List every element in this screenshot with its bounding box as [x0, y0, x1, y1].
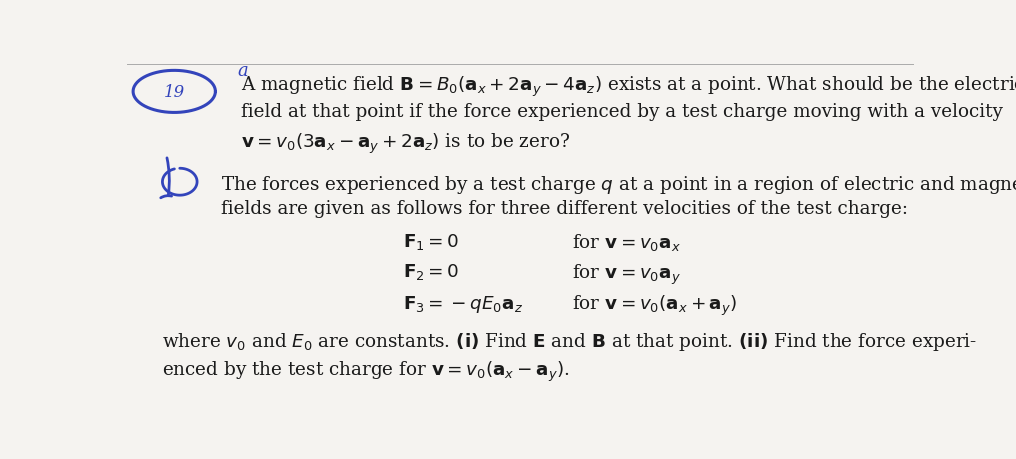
- Text: where $v_0$ and $E_0$ are constants. $\mathbf{(i)}$ Find $\mathbf{E}$ and $\math: where $v_0$ and $E_0$ are constants. $\m…: [163, 331, 977, 353]
- Text: $\mathbf{F}_2 = 0$: $\mathbf{F}_2 = 0$: [402, 262, 459, 282]
- Text: for $\mathbf{v} = v_0(\mathbf{a}_x + \mathbf{a}_y)$: for $\mathbf{v} = v_0(\mathbf{a}_x + \ma…: [572, 294, 738, 318]
- Text: fields are given as follows for three different velocities of the test charge:: fields are given as follows for three di…: [221, 200, 908, 218]
- Text: A magnetic field $\mathbf{B} = B_0(\mathbf{a}_x + 2\mathbf{a}_y - 4\mathbf{a}_z): A magnetic field $\mathbf{B} = B_0(\math…: [241, 74, 1016, 99]
- Text: for $\mathbf{v} = v_0\mathbf{a}_x$: for $\mathbf{v} = v_0\mathbf{a}_x$: [572, 232, 681, 253]
- Text: $\mathbf{F}_1 = 0$: $\mathbf{F}_1 = 0$: [402, 232, 459, 252]
- Text: enced by the test charge for $\mathbf{v} = v_0(\mathbf{a}_x - \mathbf{a}_y)$.: enced by the test charge for $\mathbf{v}…: [163, 359, 570, 383]
- Text: $\mathbf{v} = v_0(3\mathbf{a}_x - \mathbf{a}_y + 2\mathbf{a}_z)$ is to be zero?: $\mathbf{v} = v_0(3\mathbf{a}_x - \mathb…: [241, 131, 570, 155]
- Text: for $\mathbf{v} = v_0\mathbf{a}_y$: for $\mathbf{v} = v_0\mathbf{a}_y$: [572, 262, 681, 286]
- Text: $\mathbf{F}_3 = -qE_0\mathbf{a}_z$: $\mathbf{F}_3 = -qE_0\mathbf{a}_z$: [402, 294, 522, 314]
- Text: The forces experienced by a test charge $q$ at a point in a region of electric a: The forces experienced by a test charge …: [221, 174, 1016, 196]
- Text: a: a: [237, 62, 248, 79]
- Text: 19: 19: [164, 84, 185, 101]
- Text: field at that point if the force experienced by a test charge moving with a velo: field at that point if the force experie…: [241, 103, 1003, 121]
